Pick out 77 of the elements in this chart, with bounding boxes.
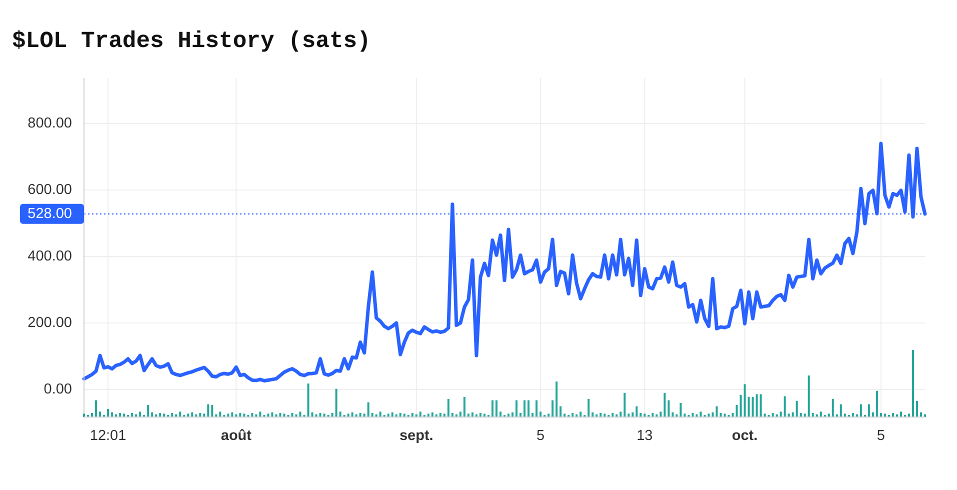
bar: [784, 396, 786, 417]
bar: [147, 404, 150, 417]
bar: [912, 350, 914, 417]
bar: [716, 406, 718, 417]
y-tick-label: 600.00: [28, 182, 72, 198]
bar: [179, 412, 182, 417]
bar: [528, 400, 530, 417]
x-tick-label: 5: [876, 428, 885, 444]
bar: [491, 400, 494, 417]
bar: [139, 412, 142, 417]
bar: [832, 398, 834, 417]
bar: [820, 412, 822, 417]
bar: [99, 412, 102, 417]
bar: [796, 400, 798, 417]
bar: [580, 412, 582, 417]
bar: [900, 412, 902, 417]
bar: [660, 412, 662, 417]
bar: [219, 412, 222, 417]
bar: [756, 394, 758, 417]
bar: [447, 398, 450, 417]
ref-line-label: 528.00: [28, 206, 72, 222]
bar: [299, 412, 302, 417]
bar: [620, 412, 622, 417]
bar: [335, 388, 338, 417]
bar: [540, 412, 542, 417]
bar: [748, 396, 750, 417]
x-tick-label: 12:01: [90, 428, 126, 444]
bar: [868, 404, 870, 417]
bar: [840, 404, 842, 417]
bar: [876, 390, 878, 417]
bar: [524, 400, 526, 417]
bar: [680, 402, 682, 417]
bar: [495, 400, 498, 417]
bar: [736, 404, 738, 417]
bar: [760, 394, 762, 417]
bar: [744, 384, 746, 417]
bar: [860, 404, 862, 417]
bar: [780, 412, 782, 417]
y-tick-label: 200.00: [28, 314, 72, 331]
bar: [339, 412, 342, 417]
bar: [259, 412, 262, 417]
bar: [379, 412, 382, 417]
bar: [636, 406, 638, 417]
chart-title: $LOL Trades History (sats): [12, 28, 371, 54]
bar: [499, 412, 502, 417]
x-tick-label: sept.: [399, 428, 434, 444]
y-tick-label: 400.00: [28, 248, 72, 264]
bar: [808, 375, 810, 417]
bar: [552, 400, 554, 417]
bar: [556, 381, 558, 417]
bar: [419, 412, 422, 417]
bar: [367, 402, 370, 417]
bar: [95, 400, 98, 417]
bar: [463, 396, 466, 417]
bar: [624, 392, 626, 417]
bar: [211, 404, 214, 417]
x-tick-label: 13: [636, 428, 653, 444]
bar: [560, 406, 562, 417]
x-tick-label: août: [220, 428, 252, 444]
bar: [740, 394, 742, 417]
bar: [83, 414, 85, 417]
bar: [588, 398, 590, 417]
bar: [307, 384, 310, 417]
bar: [536, 400, 538, 417]
bar: [752, 396, 754, 417]
bar: [668, 400, 670, 417]
bar: [664, 392, 666, 417]
bar: [700, 412, 702, 417]
y-tick-label: 800.00: [28, 116, 72, 132]
x-tick-label: 5: [536, 428, 545, 444]
bar: [107, 408, 110, 417]
bar: [459, 412, 462, 417]
bar: [516, 400, 518, 417]
bar: [207, 404, 210, 417]
y-tick-label: 0.00: [44, 381, 72, 398]
x-tick-label: oct.: [732, 428, 758, 444]
bar: [916, 400, 918, 417]
